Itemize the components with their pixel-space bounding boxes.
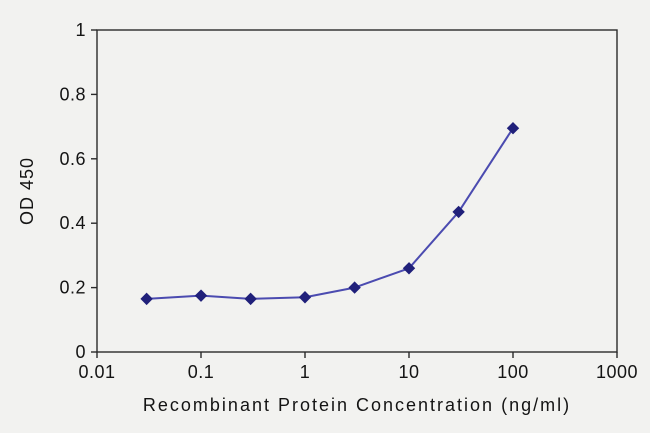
data-point-marker (452, 205, 465, 219)
data-point-marker (298, 291, 312, 304)
y-axis-tick-label: 0.2 (59, 278, 86, 298)
x-axis-tick-label: 1000 (596, 362, 638, 382)
x-axis-tick-label: 100 (497, 362, 529, 382)
x-axis-tick-label: 10 (398, 362, 419, 382)
y-axis-tick-label: 0.6 (59, 149, 86, 169)
y-axis-tick-label: 1 (75, 20, 86, 40)
plot-border (96, 29, 618, 353)
data-point-marker (402, 262, 416, 275)
data-point-marker (348, 281, 361, 294)
y-axis-tick-label: 0 (75, 342, 86, 362)
x-axis-tick-label: 0.01 (78, 362, 115, 382)
data-point-marker (506, 122, 520, 135)
x-axis-tick-label: 0.1 (188, 362, 215, 382)
y-axis-tick-label: 0.8 (59, 84, 86, 104)
y-axis-tick-label: 0.4 (59, 213, 86, 233)
x-axis-tick-label: 1 (300, 362, 311, 382)
x-axis-title: Recombinant Protein Concentration (ng/ml… (143, 395, 571, 415)
data-point-marker (140, 292, 153, 306)
data-point-marker (194, 289, 208, 302)
y-axis-title: OD 450 (17, 157, 37, 225)
series-line (145, 127, 514, 300)
chart-dynamic-layer: 0.01 0.1 1 10 100 1000 0 0.2 0.4 0.6 0.8 1 (59, 20, 638, 382)
data-point-marker (244, 292, 257, 306)
